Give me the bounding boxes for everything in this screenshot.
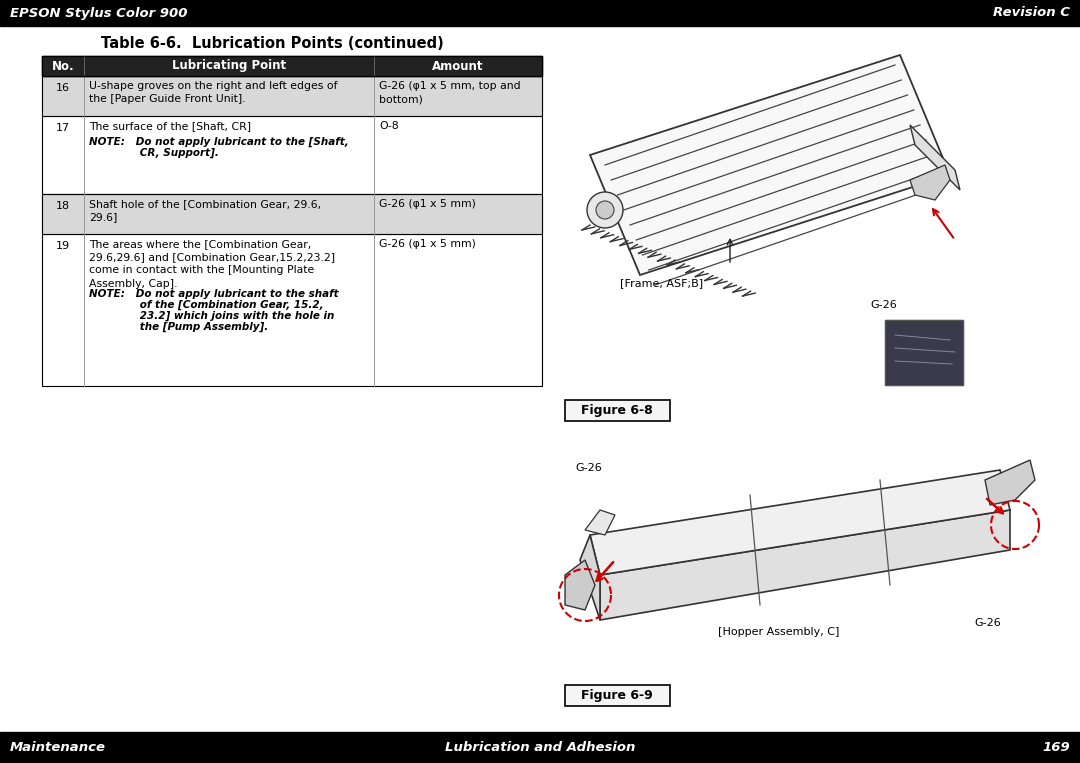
Text: [Frame, ASF;B]: [Frame, ASF;B]	[620, 278, 703, 288]
Bar	[42, 116, 542, 194]
Text: EPSON Stylus Color 900: EPSON Stylus Color 900	[10, 7, 188, 20]
Bar	[0, 0, 1080, 26]
Polygon shape	[600, 510, 1010, 620]
Text: of the [Combination Gear, 15.2,: of the [Combination Gear, 15.2,	[89, 300, 324, 311]
Text: [Hopper Assembly, C]: [Hopper Assembly, C]	[718, 627, 839, 637]
Text: Lubrication and Adhesion: Lubrication and Adhesion	[445, 741, 635, 754]
Polygon shape	[985, 460, 1035, 505]
Text: G-26 (φ1 x 5 mm): G-26 (φ1 x 5 mm)	[379, 199, 476, 209]
Text: The areas where the [Combination Gear,
29.6,29.6] and [Combination Gear,15.2,23.: The areas where the [Combination Gear, 2…	[89, 239, 335, 288]
Text: No.: No.	[52, 60, 75, 72]
Text: G-26: G-26	[870, 300, 896, 310]
Polygon shape	[565, 560, 595, 610]
Text: Figure 6-9: Figure 6-9	[581, 689, 653, 702]
Bar	[42, 234, 542, 386]
Text: 17: 17	[56, 123, 70, 133]
Text: Revision C: Revision C	[993, 7, 1070, 20]
Polygon shape	[910, 125, 960, 190]
Bar	[42, 194, 542, 234]
Text: NOTE:   Do not apply lubricant to the [Shaft,: NOTE: Do not apply lubricant to the [Sha…	[89, 137, 349, 146]
Text: Lubricating Point: Lubricating Point	[172, 60, 286, 72]
Text: Maintenance: Maintenance	[10, 741, 106, 754]
Text: The surface of the [Shaft, CR]: The surface of the [Shaft, CR]	[89, 121, 252, 131]
Polygon shape	[590, 470, 1010, 575]
Polygon shape	[580, 535, 600, 620]
Text: U-shape groves on the right and left edges of
the [Paper Guide Front Unit].: U-shape groves on the right and left edg…	[89, 81, 337, 105]
Text: 16: 16	[56, 83, 70, 93]
Bar	[885, 320, 963, 385]
Bar	[42, 194, 542, 234]
Text: Shaft hole of the [Combination Gear, 29.6,
29.6]: Shaft hole of the [Combination Gear, 29.…	[89, 199, 321, 222]
Bar	[0, 732, 1080, 763]
Text: Table 6-6.  Lubrication Points (continued): Table 6-6. Lubrication Points (continued…	[100, 37, 444, 51]
Circle shape	[596, 201, 615, 219]
Text: G-26: G-26	[974, 618, 1001, 628]
Text: NOTE:   Do not apply lubricant to the shaft: NOTE: Do not apply lubricant to the shaf…	[89, 289, 339, 299]
Bar	[42, 116, 542, 194]
Text: CR, Support].: CR, Support].	[89, 147, 219, 158]
Polygon shape	[910, 165, 950, 200]
Polygon shape	[590, 55, 950, 275]
Text: O-8: O-8	[379, 121, 399, 131]
Text: Amount: Amount	[432, 60, 484, 72]
Text: 169: 169	[1042, 741, 1070, 754]
Bar	[885, 320, 963, 385]
Text: 19: 19	[56, 241, 70, 251]
Polygon shape	[585, 510, 615, 535]
Bar	[42, 234, 542, 386]
Text: G-26: G-26	[575, 463, 602, 473]
FancyBboxPatch shape	[565, 685, 670, 706]
FancyBboxPatch shape	[565, 400, 670, 421]
Text: G-26 (φ1 x 5 mm, top and
bottom): G-26 (φ1 x 5 mm, top and bottom)	[379, 81, 521, 105]
Bar	[42, 56, 542, 76]
Text: 23.2] which joins with the hole in: 23.2] which joins with the hole in	[89, 311, 335, 321]
Text: 18: 18	[56, 201, 70, 211]
Bar	[42, 76, 542, 116]
Bar	[42, 56, 542, 76]
Circle shape	[588, 192, 623, 228]
Text: the [Pump Assembly].: the [Pump Assembly].	[89, 322, 268, 332]
Bar	[42, 76, 542, 116]
Text: G-26 (φ1 x 5 mm): G-26 (φ1 x 5 mm)	[379, 239, 476, 249]
Text: Figure 6-8: Figure 6-8	[581, 404, 653, 417]
